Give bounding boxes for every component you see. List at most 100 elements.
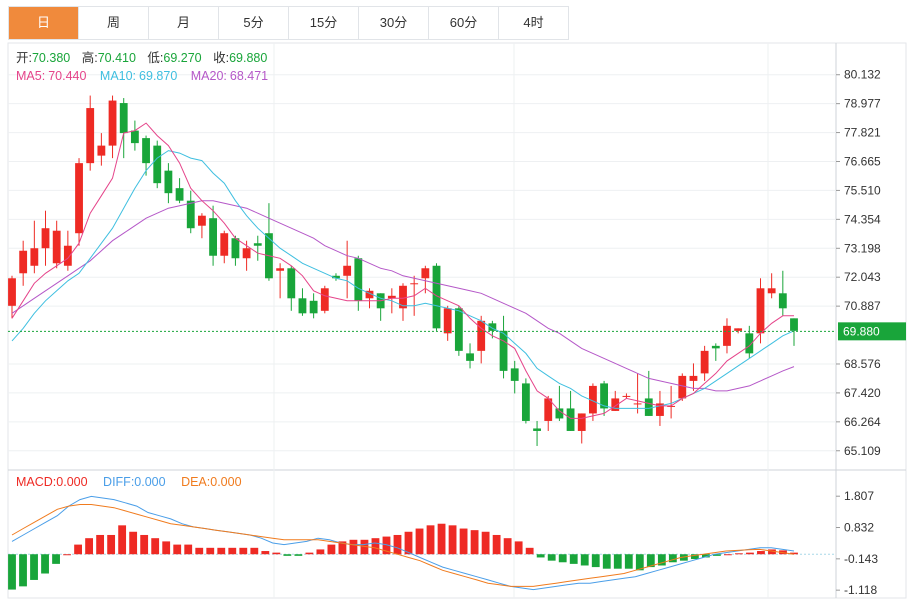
tab-1[interactable]: 周 xyxy=(79,7,149,39)
macd-bar xyxy=(724,554,732,556)
candle-body xyxy=(242,248,251,259)
candle-body xyxy=(354,258,363,301)
macd-bar xyxy=(712,554,721,556)
ma10-line xyxy=(11,150,795,409)
price-tick-label: 70.887 xyxy=(844,299,881,313)
dea-line xyxy=(11,504,795,587)
candle-body xyxy=(555,408,564,419)
tab-5[interactable]: 30分 xyxy=(359,7,429,39)
macd-bar xyxy=(19,554,27,587)
macd-bar xyxy=(657,554,666,566)
candle-body xyxy=(544,398,553,421)
tab-6[interactable]: 60分 xyxy=(429,7,499,39)
tab-0[interactable]: 日 xyxy=(9,7,79,39)
candle-body xyxy=(164,170,173,194)
macd-bar xyxy=(371,538,380,555)
candle-body xyxy=(611,398,620,411)
candle-body xyxy=(644,398,653,416)
candle-body xyxy=(667,405,676,407)
candle-body xyxy=(410,283,419,285)
price-tick-label: 65.109 xyxy=(844,444,881,458)
candle-body xyxy=(8,278,16,306)
price-tick-label: 76.665 xyxy=(844,155,881,169)
candle-body xyxy=(198,215,206,226)
price-tick-label: 66.264 xyxy=(844,415,881,429)
macd-bar xyxy=(503,538,512,555)
macd-bar xyxy=(591,554,600,568)
macd-bar xyxy=(74,544,82,555)
tab-4[interactable]: 15分 xyxy=(289,7,359,39)
macd-bar xyxy=(316,549,325,555)
macd-bar xyxy=(404,531,413,555)
macd-bar xyxy=(437,523,446,555)
macd-bar xyxy=(569,554,578,564)
macd-bar xyxy=(525,547,534,555)
candle-body xyxy=(656,403,664,416)
main-pane-border xyxy=(7,42,907,599)
macd-bar xyxy=(470,530,479,555)
candle-body xyxy=(309,300,318,314)
macd-bar xyxy=(294,554,303,556)
diff-line xyxy=(11,495,795,591)
macd-bar xyxy=(536,554,545,558)
price-tick-label: 68.576 xyxy=(844,357,881,371)
candle-body xyxy=(734,328,743,331)
macd-bar xyxy=(602,554,611,569)
macd-bar xyxy=(613,554,622,569)
macd-bar xyxy=(8,554,16,590)
ma-legend: MA5: 70.440 MA10: 69.870 MA20: 68.471 xyxy=(16,69,268,83)
tab-3[interactable]: 5分 xyxy=(219,7,289,39)
candle-body xyxy=(63,245,72,266)
candle-body xyxy=(332,275,340,279)
price-tick-label: 72.043 xyxy=(844,270,881,284)
candle-body xyxy=(209,218,217,256)
macd-bar xyxy=(768,549,776,555)
candle-body xyxy=(365,290,374,299)
macd-bar xyxy=(635,554,644,571)
macd-bar xyxy=(757,551,765,555)
candlesticks xyxy=(8,95,798,446)
macd-bar xyxy=(118,525,127,555)
candle-body xyxy=(153,145,162,184)
tab-7[interactable]: 4时 xyxy=(523,15,544,30)
price-tick-label: 73.198 xyxy=(844,241,881,255)
macd-indicator xyxy=(8,495,836,591)
macd-bar xyxy=(668,554,677,563)
macd-bar xyxy=(41,554,49,574)
macd-bar xyxy=(261,551,270,555)
candle-body xyxy=(577,413,586,431)
macd-bar xyxy=(746,552,754,555)
macd-bar xyxy=(701,554,710,558)
candle-body xyxy=(756,288,765,334)
ma5-line xyxy=(11,122,794,419)
macd-tick-label: 1.807 xyxy=(844,489,874,503)
macd-bar xyxy=(735,553,743,555)
candle-body xyxy=(678,375,687,399)
price-tick-label: 80.132 xyxy=(844,68,881,82)
candle-body xyxy=(75,163,83,234)
macd-bar xyxy=(558,554,567,563)
current-price-tag xyxy=(838,322,906,341)
candle-body xyxy=(231,238,240,259)
macd-bar xyxy=(459,528,468,555)
ma20-line xyxy=(11,200,795,392)
price-tick-label: 77.821 xyxy=(844,126,881,140)
macd-bar xyxy=(349,539,358,555)
candle-body xyxy=(711,345,720,349)
candle-body xyxy=(521,383,530,421)
tab-2[interactable]: 月 xyxy=(149,7,219,39)
candle-body xyxy=(287,268,296,299)
candle-body xyxy=(186,200,195,229)
macd-bar xyxy=(624,554,633,569)
candle-body xyxy=(600,383,608,409)
macd-bar xyxy=(481,531,490,555)
macd-bar xyxy=(206,547,215,555)
candle-body xyxy=(175,188,184,201)
macd-bar xyxy=(30,554,38,580)
price-tick-label: 75.510 xyxy=(844,183,881,197)
macd-bar xyxy=(580,554,589,566)
candle-body xyxy=(253,243,262,246)
candle-body xyxy=(443,308,452,334)
macd-bar xyxy=(360,539,369,555)
